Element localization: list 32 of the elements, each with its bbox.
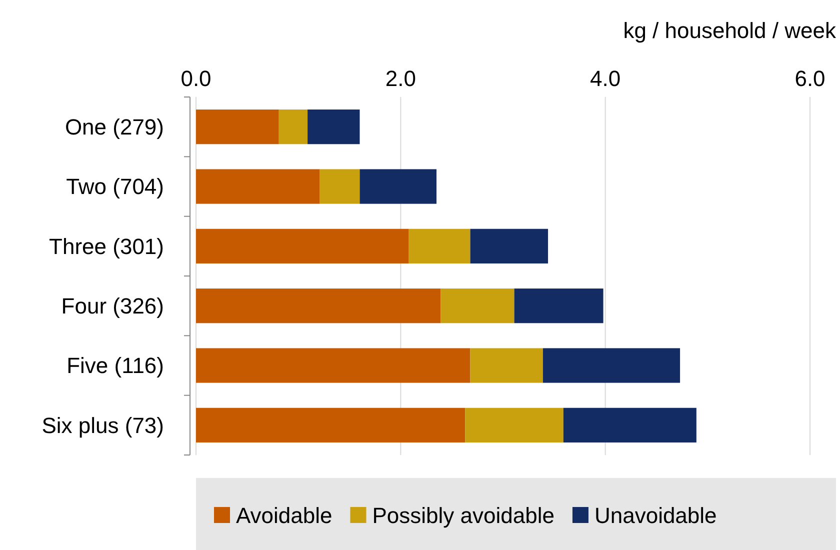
- bar: [196, 169, 320, 204]
- x-tick-label: 4.0: [590, 66, 621, 91]
- bar: [196, 348, 470, 383]
- y-tick-label: Four (326): [61, 294, 164, 319]
- y-tick-label: One (279): [64, 114, 164, 140]
- legend-label: Unavoidable: [594, 503, 717, 528]
- x-tick-label: 2.0: [385, 66, 416, 91]
- bar: [320, 169, 360, 204]
- y-tick-label: Two (704): [66, 174, 164, 200]
- legend-label: Avoidable: [236, 503, 332, 528]
- x-tick-label: 0.0: [180, 66, 212, 91]
- y-tick-label: Three (301): [49, 234, 164, 259]
- bar: [196, 288, 441, 324]
- y-tick-label: Five (116): [66, 353, 164, 378]
- bar: [470, 348, 543, 383]
- bar: [196, 228, 409, 264]
- x-axis-title: kg / household / week: [623, 18, 837, 43]
- bar: [563, 408, 696, 442]
- bar: [465, 408, 564, 442]
- bar: [470, 228, 548, 264]
- y-tick-label: Six plus (73): [42, 412, 164, 438]
- bar: [408, 228, 470, 264]
- bar: [514, 288, 604, 324]
- bar: [196, 408, 466, 442]
- bar: [440, 288, 514, 324]
- bar: [542, 348, 680, 383]
- bar: [360, 169, 436, 204]
- legend-label: Possibly avoidable: [372, 503, 554, 528]
- x-tick-label: 6.0: [794, 66, 826, 91]
- bar: [196, 110, 279, 144]
- bar: [308, 110, 360, 144]
- bar: [278, 110, 308, 144]
